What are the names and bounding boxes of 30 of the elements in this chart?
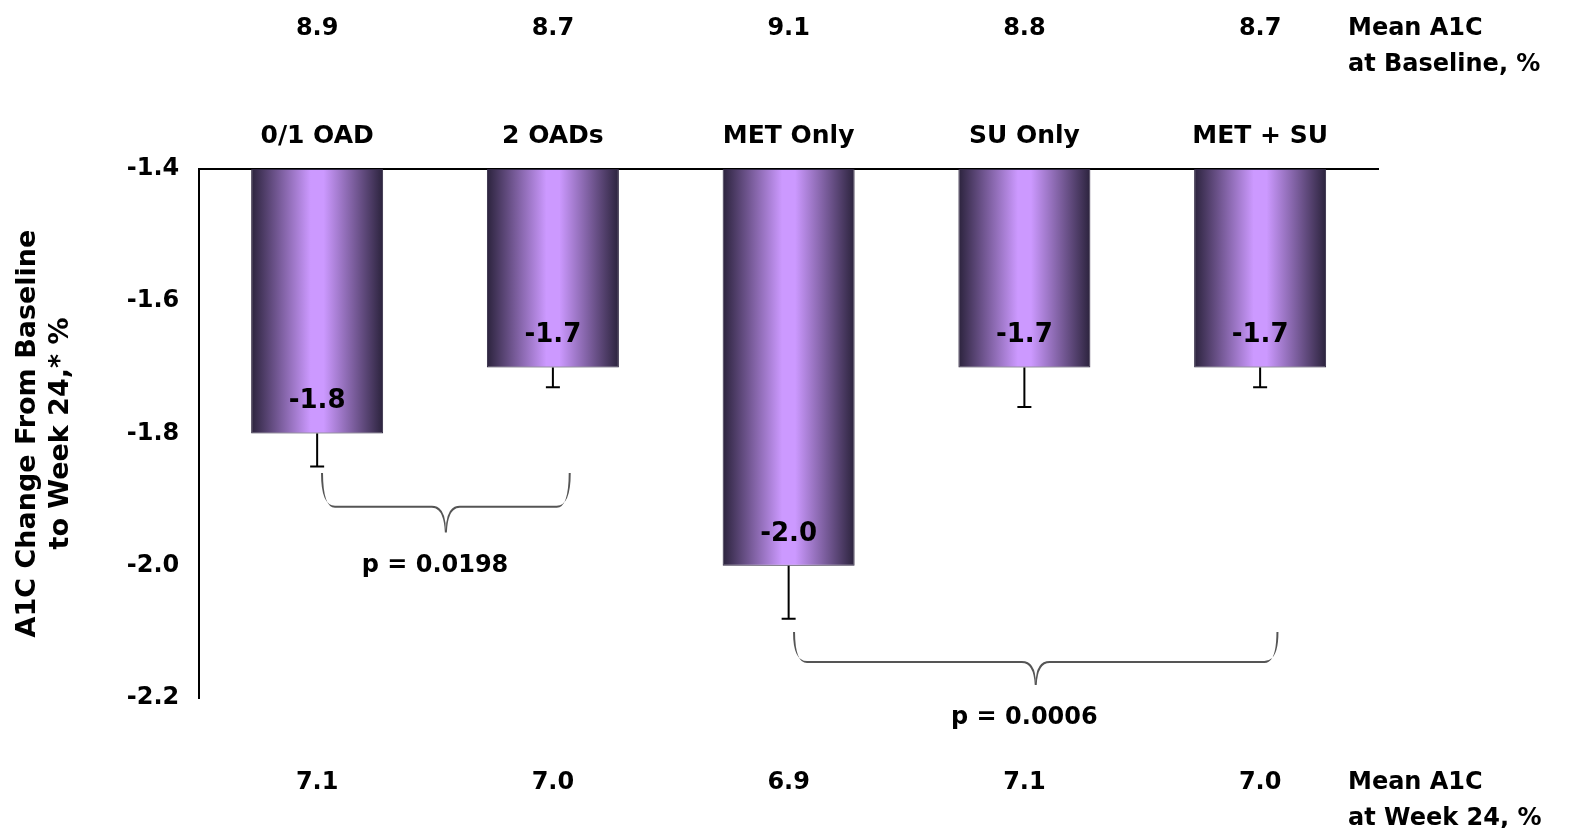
text: 8.8 [1003, 13, 1046, 42]
text: 7.0 [1238, 767, 1282, 796]
data-label: -1.7 [1231, 318, 1289, 349]
y-tick-label: -1.6 [126, 285, 180, 314]
x-tick-label: 2 OADs [502, 119, 604, 149]
text: 8.9 [295, 13, 339, 42]
y-tick-label: -2.0 [126, 549, 180, 578]
text: Mean A1C at Baseline, % [1348, 13, 1541, 78]
y-tick-label: -1.4 [126, 153, 180, 182]
data-label: -1.7 [995, 318, 1053, 349]
x-tick-label: 0/1 OAD [260, 119, 374, 149]
y-tick-label: -1.8 [126, 417, 180, 446]
data-label: -1.8 [288, 384, 346, 415]
text: 7.1 [1003, 767, 1046, 796]
y-axis-title: A1C Change From Baseline to Week 24,* % [10, 229, 74, 638]
text: 7.0 [531, 767, 575, 796]
x-tick-label: SU Only [968, 119, 1080, 149]
x-tick-label: MET + SU [1192, 119, 1328, 149]
x-tick-label: MET Only [722, 119, 855, 149]
text: 8.7 [1238, 13, 1282, 42]
annotation: p = 0.0198 [361, 549, 509, 578]
data-label: -1.7 [524, 318, 582, 349]
y-tick-label: -2.2 [126, 682, 180, 711]
text: 8.7 [531, 13, 575, 42]
text: Mean A1C at Week 24, % [1348, 767, 1542, 832]
text: p = 0.0006 [951, 702, 1098, 731]
data-label: -2.0 [760, 516, 818, 547]
text: 9.1 [767, 13, 810, 42]
text: 7.1 [295, 767, 339, 796]
text: 6.9 [767, 767, 810, 796]
